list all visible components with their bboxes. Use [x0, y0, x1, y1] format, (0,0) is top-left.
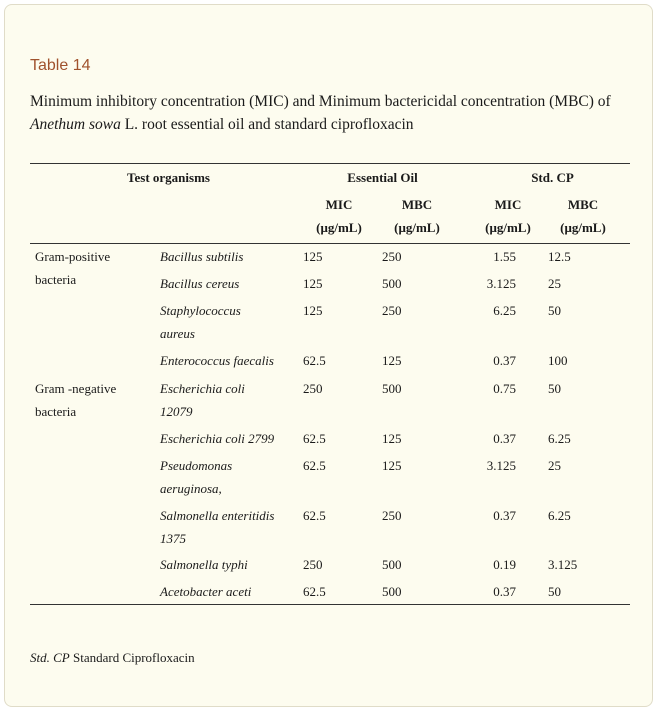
organism-name: Pseudomonas — [160, 458, 233, 473]
cp-mbc-cell: 6.25 — [548, 508, 571, 523]
group-gram-negative-line1: Gram -negative — [35, 381, 117, 396]
organism-name: Acetobacter aceti — [160, 584, 252, 599]
header-cp-mic: MIC — [494, 197, 522, 212]
eo-mbc-cell: 500 — [382, 381, 402, 396]
cp-mbc-cell: 25 — [548, 276, 561, 291]
cp-mbc-cell: 100 — [548, 353, 568, 368]
header-eo-mic: MIC — [325, 197, 353, 212]
group-gram-negative-line2: bacteria — [35, 404, 77, 419]
footnote: Std. CP Standard Ciprofloxacin — [30, 650, 195, 666]
footnote-text: Standard Ciprofloxacin — [69, 650, 195, 665]
cp-mbc-cell: 12.5 — [548, 249, 571, 264]
organism-name: Salmonella typhi — [160, 557, 248, 572]
header-rule — [30, 243, 630, 244]
header-eo-mbc: MBC — [401, 197, 433, 212]
organism-name: Bacillus cereus — [160, 276, 240, 291]
cp-mic-cell: 1.55 — [493, 249, 516, 264]
organism-name: 1375 — [160, 531, 186, 546]
header-cp-mbc: MBC — [567, 197, 599, 212]
organism-name: Salmonella enteritidis — [160, 508, 275, 523]
eo-mbc-cell: 500 — [382, 557, 402, 572]
cp-mbc-cell: 3.125 — [548, 557, 578, 572]
bottom-rule — [30, 604, 630, 605]
organism-name: aeruginosa, — [160, 481, 222, 496]
caption-suffix: L. root essential oil and standard cipro… — [120, 116, 414, 133]
top-rule — [30, 163, 630, 164]
cp-mic-cell: 0.37 — [493, 508, 516, 523]
cp-mbc-cell: 50 — [548, 303, 561, 318]
eo-mic-cell: 62.5 — [303, 508, 326, 523]
eo-mbc-cell: 500 — [382, 584, 402, 599]
organism-name: Escherichia coli — [160, 381, 245, 396]
header-eo-mbc-unit: (μg/mL) — [394, 220, 440, 235]
cp-mic-cell: 0.19 — [493, 557, 516, 572]
caption-prefix: Minimum inhibitory concentration (MIC) a… — [30, 93, 611, 110]
organism-name: Escherichia coli 2799 — [160, 431, 275, 446]
cp-mbc-cell: 50 — [548, 584, 561, 599]
cp-mic-cell: 6.25 — [493, 303, 516, 318]
cp-mic-cell: 0.75 — [493, 381, 516, 396]
organism-name: Staphylococcus — [160, 303, 241, 318]
group-gram-positive-line1: Gram-positive — [35, 249, 111, 264]
organism-name: aureus — [160, 326, 195, 341]
header-essential-oil: Essential Oil — [347, 170, 418, 185]
cp-mic-cell: 3.125 — [486, 458, 516, 473]
eo-mbc-cell: 500 — [382, 276, 402, 291]
header-cp-mbc-unit: (μg/mL) — [560, 220, 606, 235]
eo-mic-cell: 250 — [303, 381, 323, 396]
eo-mic-cell: 125 — [303, 249, 323, 264]
organism-name: Bacillus subtilis — [160, 249, 244, 264]
eo-mbc-cell: 250 — [382, 303, 402, 318]
caption-species: Anethum sowa — [30, 116, 121, 133]
eo-mic-cell: 125 — [303, 303, 323, 318]
eo-mic-cell: 62.5 — [303, 353, 326, 368]
cp-mbc-cell: 50 — [548, 381, 561, 396]
header-test-organisms: Test organisms — [127, 170, 210, 185]
cp-mic-cell: 0.37 — [493, 584, 516, 599]
eo-mbc-cell: 125 — [382, 431, 402, 446]
eo-mic-cell: 250 — [303, 557, 323, 572]
table-label: Table 14 — [30, 57, 91, 74]
footnote-abbr: Std. CP — [30, 650, 70, 665]
header-std-cp: Std. CP — [531, 170, 574, 185]
header-cp-mic-unit: (μg/mL) — [485, 220, 531, 235]
table-card: Table 14 Minimum inhibitory concentratio… — [4, 4, 653, 707]
organism-name: Enterococcus faecalis — [160, 353, 274, 368]
cp-mic-cell: 0.37 — [493, 431, 516, 446]
cp-mic-cell: 0.37 — [493, 353, 516, 368]
eo-mic-cell: 62.5 — [303, 431, 326, 446]
eo-mbc-cell: 250 — [382, 508, 402, 523]
eo-mbc-cell: 250 — [382, 249, 402, 264]
eo-mic-cell: 62.5 — [303, 458, 326, 473]
eo-mbc-cell: 125 — [382, 458, 402, 473]
eo-mbc-cell: 125 — [382, 353, 402, 368]
eo-mic-cell: 125 — [303, 276, 323, 291]
cp-mbc-cell: 25 — [548, 458, 561, 473]
table-caption: Minimum inhibitory concentration (MIC) a… — [30, 90, 620, 136]
eo-mic-cell: 62.5 — [303, 584, 326, 599]
cp-mbc-cell: 6.25 — [548, 431, 571, 446]
header-eo-mic-unit: (μg/mL) — [316, 220, 362, 235]
cp-mic-cell: 3.125 — [486, 276, 516, 291]
group-gram-positive-line2: bacteria — [35, 272, 77, 287]
organism-name: 12079 — [160, 404, 193, 419]
